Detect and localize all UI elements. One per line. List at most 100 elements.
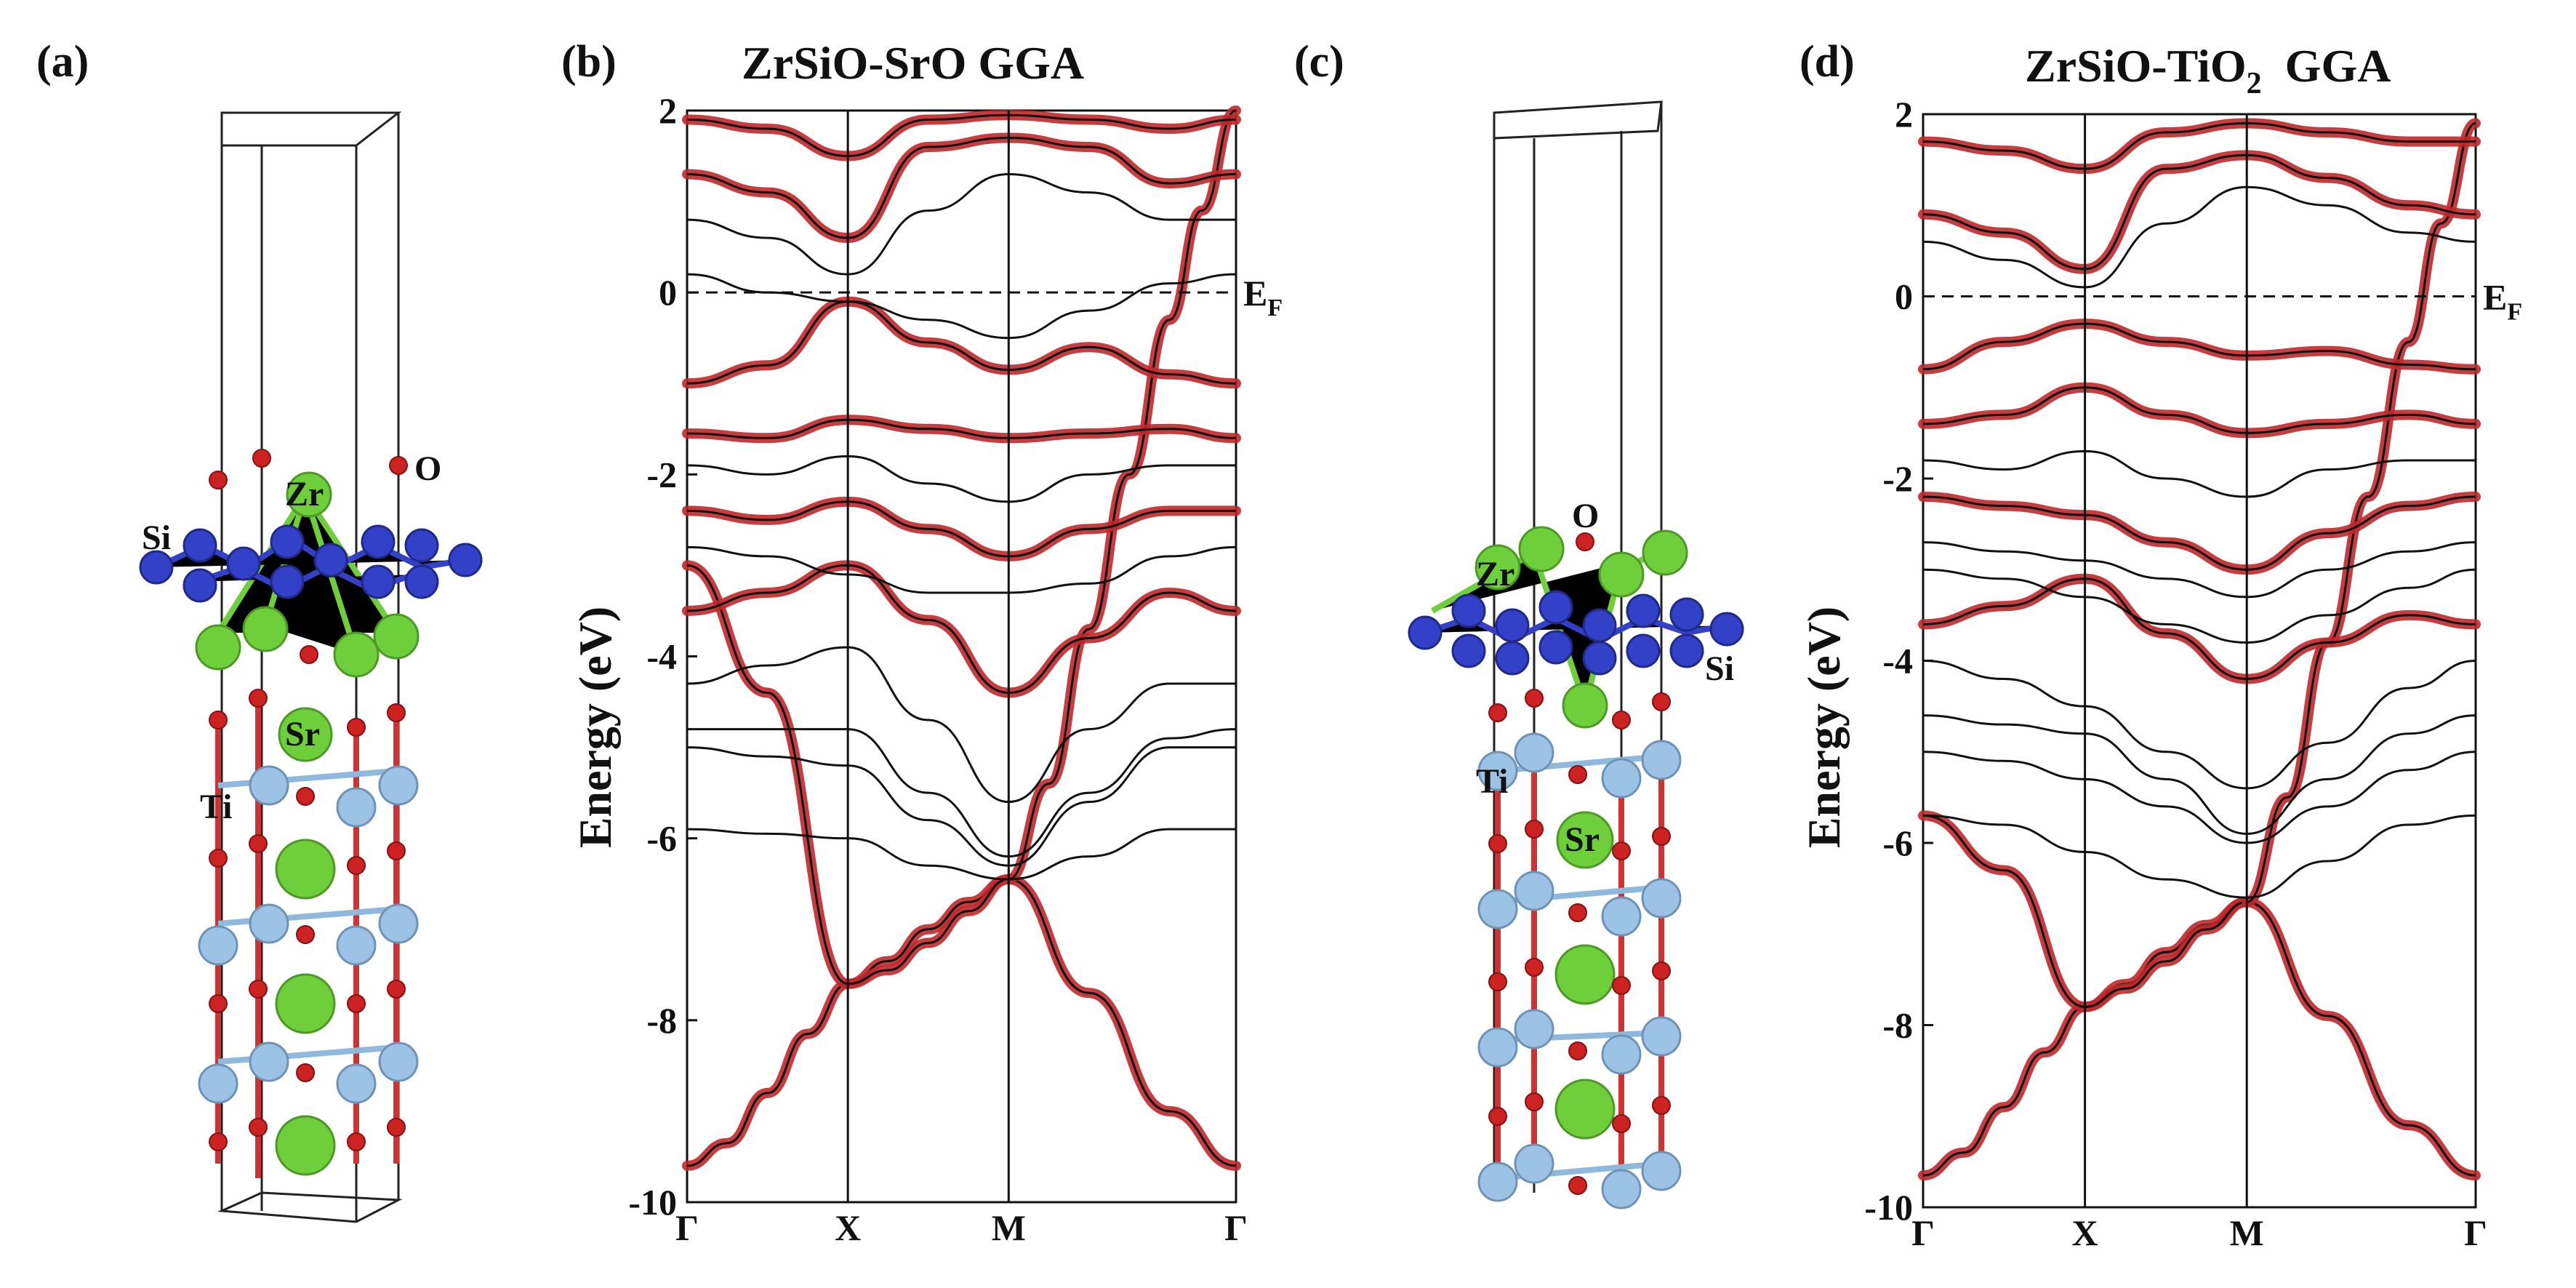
x-tick-label: X: [835, 1207, 861, 1248]
band-projection-6: [682, 560, 1241, 698]
x-tick-label: X: [2072, 1212, 2098, 1253]
atom-label-ti-c: Ti: [1476, 762, 1508, 801]
atom-label-sr-a: Sr: [285, 715, 320, 753]
x-tick-label: Γ: [2464, 1212, 2487, 1253]
y-tick-label: -6: [646, 818, 677, 859]
fermi-label-sub: F: [1267, 295, 1283, 321]
panel-label-c: (c): [1294, 37, 1344, 87]
sr-atoms-c: [1554, 811, 1616, 1140]
band-line-10: [686, 828, 1236, 881]
band-line-15: [686, 273, 1237, 340]
band-line-14: [686, 173, 1236, 276]
y-tick-label: -2: [646, 454, 677, 495]
x-tick-label: Γ: [675, 1207, 699, 1248]
fermi-label: EF: [2483, 277, 2522, 326]
y-tick-label: 0: [659, 272, 677, 313]
chart-title-b: ZrSiO-SrO GGA: [742, 37, 1084, 89]
atom-label-o-a: O: [414, 449, 441, 488]
fermi-label-main: E: [2483, 277, 2507, 318]
atom-label-ti-a: Ti: [200, 788, 232, 826]
y-tick-label: 0: [1895, 276, 1913, 317]
x-tick-label: Γ: [1224, 1207, 1248, 1248]
x-tick-label: M: [992, 1207, 1026, 1248]
band-line-5: [1922, 495, 2476, 571]
band-line-2: [2246, 122, 2476, 903]
fermi-label-sub: F: [2507, 299, 2522, 326]
si-atoms-c: [1408, 590, 1744, 676]
band-line-0: [686, 878, 1237, 1167]
band-line-11: [686, 746, 1236, 867]
band-line-6: [1922, 577, 2476, 681]
band-line-4: [686, 418, 1237, 439]
atom-label-zr-a: Zr: [285, 475, 324, 513]
panel-label-b: (b): [561, 37, 617, 87]
panel-label-a: (a): [36, 37, 89, 87]
si-atoms-a: [139, 524, 483, 603]
atom-label-si-c: Si: [1705, 649, 1734, 688]
y-tick-label: -10: [628, 1182, 677, 1223]
band-line-4: [1922, 386, 2476, 434]
atom-label-o-c: O: [1572, 497, 1599, 535]
atom-label-zr-c: Zr: [1476, 555, 1514, 593]
band-projection-7: [682, 132, 1241, 244]
band-line-5: [686, 500, 1236, 558]
y-tick-label: -4: [646, 636, 677, 677]
y-axis-label-d: Energy (eV): [1798, 607, 1850, 848]
panel-b: (b) ZrSiO-SrO GGA Energy (eV) EF 2 0 -2 -4 -6…: [561, 37, 1283, 1248]
band-line-3: [1922, 322, 2476, 371]
band-line-1: [686, 564, 1009, 985]
band-projection-2: [1003, 105, 1241, 884]
y-tick-label: -6: [1882, 823, 1913, 863]
band-line-9: [686, 728, 1237, 858]
band-line-16: [1922, 751, 2476, 844]
band-line-8: [1922, 122, 2476, 170]
fermi-label: EF: [1243, 273, 1283, 321]
band-line-14: [1922, 185, 2476, 289]
o-atoms-c: [1488, 532, 1671, 1195]
band-line-7: [1922, 153, 2476, 271]
zr-atoms-c: [1474, 526, 1688, 729]
panel-c: (c): [1294, 37, 1744, 1209]
y-tick-label: -8: [1882, 1005, 1913, 1046]
chart-title-d: ZrSiO-TiO2 GGA: [2025, 40, 2391, 100]
band-line-8: [686, 113, 1237, 158]
band-line-11: [1922, 660, 2476, 790]
atom-label-sr-c: Sr: [1565, 820, 1600, 859]
band-line-13: [686, 545, 1237, 594]
band-line-12: [686, 646, 1236, 804]
panel-d: (d) ZrSiO-TiO2 GGA Energy (eV) EF20-2-4-…: [1798, 37, 2522, 1253]
chart-title-d-main: ZrSiO-TiO: [2025, 40, 2247, 92]
y-tick-label: -4: [1882, 641, 1913, 681]
band-line-7: [686, 137, 1237, 239]
y-tick-label: 2: [1895, 94, 1913, 135]
zr-atoms-a: [195, 471, 420, 678]
y-tick-label: 2: [659, 90, 677, 131]
band-projection-0: [682, 873, 1241, 1171]
y-tick-label: -2: [1882, 458, 1913, 499]
plot-frame: [686, 109, 1237, 1204]
o-atoms-a: [209, 449, 408, 1151]
band-projection-5: [682, 496, 1241, 561]
band-line-15: [1922, 449, 2476, 498]
x-tick-label: M: [2230, 1212, 2264, 1253]
x-tick-label: Γ: [1911, 1212, 1935, 1253]
band-projection-6: [1918, 573, 2481, 684]
band-line-12: [1922, 568, 2476, 644]
sr-atoms-a: [275, 707, 336, 1176]
band-line-9: [1922, 714, 2476, 835]
y-tick-label: -8: [646, 1000, 677, 1041]
y-tick-label: -10: [1864, 1187, 1913, 1228]
band-projection-8: [682, 110, 1241, 161]
chart-title-d-tail: GGA: [2262, 40, 2391, 92]
band-line-3: [686, 300, 1237, 385]
panel-a: (a): [36, 37, 483, 1223]
band-line-10: [1922, 814, 2476, 899]
band-line-1: [1922, 814, 2247, 1008]
band-line-13: [1922, 541, 2476, 599]
band-line-16: [686, 455, 1236, 503]
band-line-6: [686, 564, 1237, 695]
band-line-0: [1922, 900, 2476, 1177]
